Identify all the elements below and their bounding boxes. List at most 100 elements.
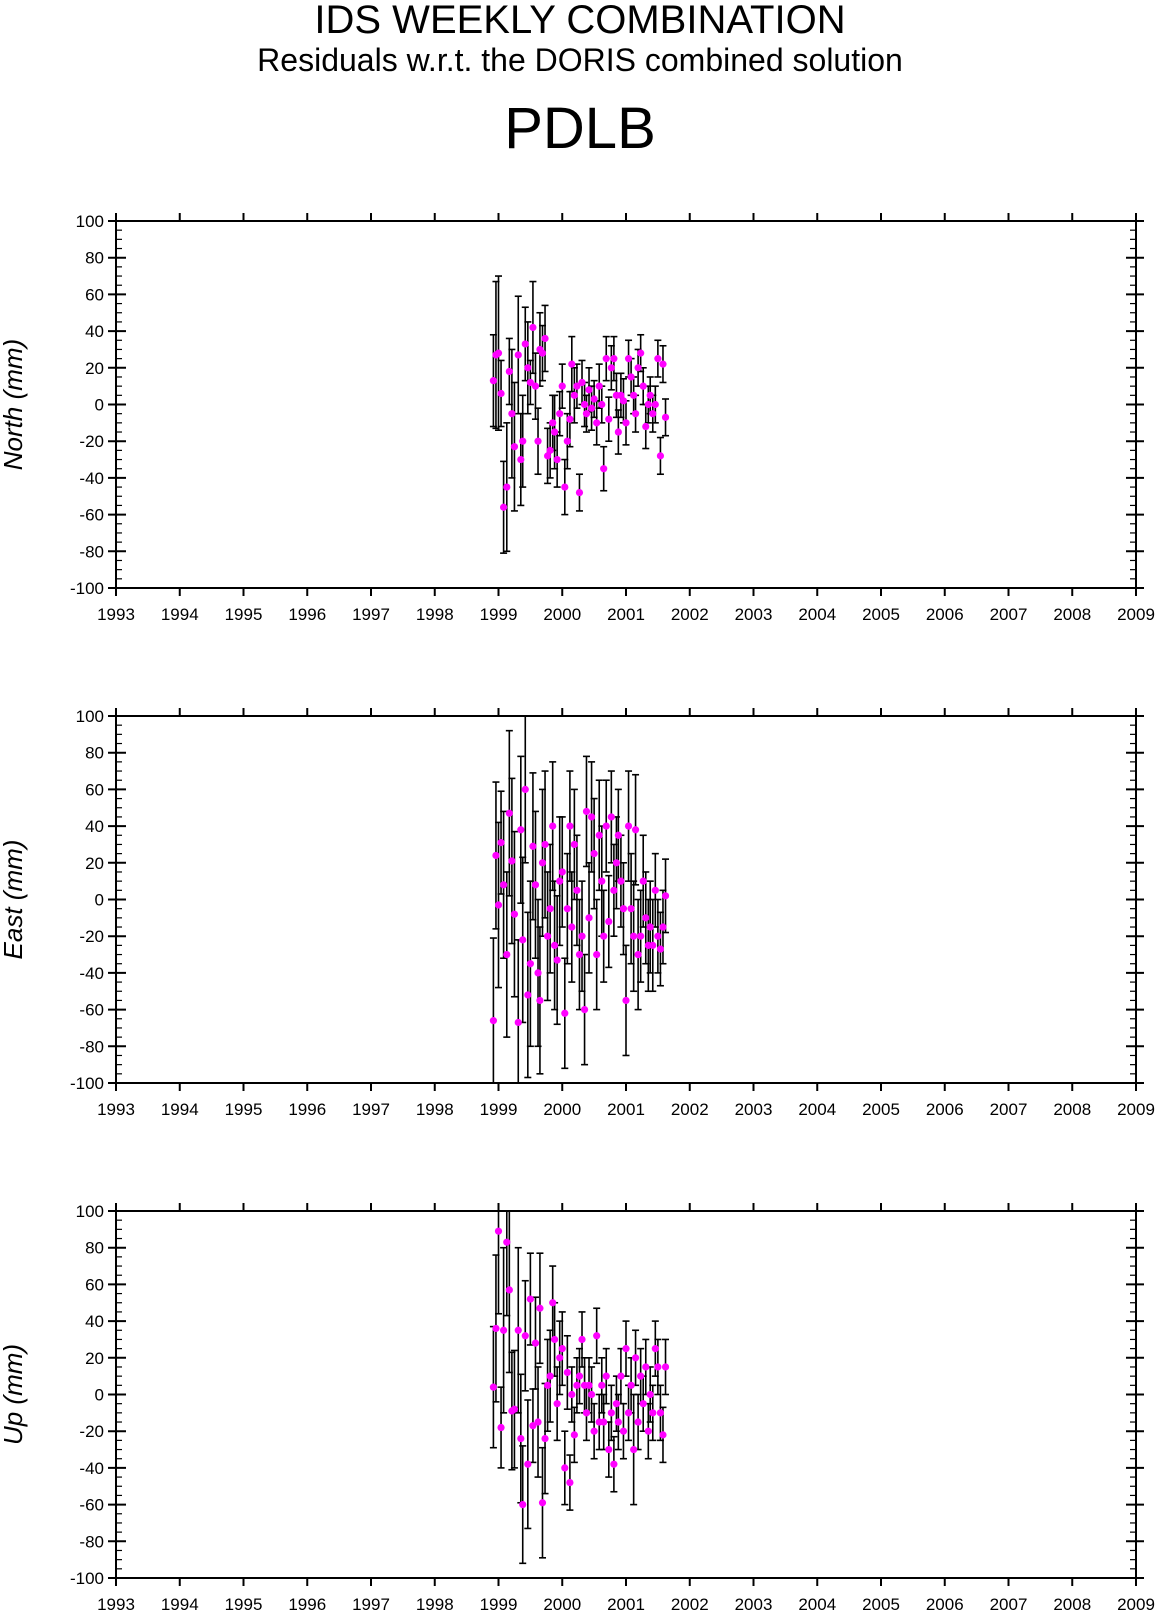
data-point [524,991,532,999]
data-point [610,355,618,363]
data-point [627,1381,635,1389]
y-tick-label: 60 [85,780,104,799]
x-tick-label: 1998 [416,605,454,624]
data-point [510,1405,519,1413]
data-point [627,373,635,381]
data-point [566,822,574,830]
data-point [538,859,547,867]
data-point [531,881,540,889]
data-point [602,1372,610,1380]
x-tick-label: 1997 [352,1100,390,1119]
x-tick-label: 2008 [1053,1595,1091,1614]
data-point [630,1445,638,1454]
x-tick-label: 1999 [480,605,518,624]
data-point [529,842,537,850]
x-tick-label: 1996 [288,1100,326,1119]
data-point [489,377,497,385]
data-point [598,1381,606,1389]
data-point [580,400,589,409]
y-tick-label: 40 [85,322,104,341]
x-tick-label: 2009 [1117,605,1155,624]
data-point [605,917,613,926]
x-tick-label: 2007 [990,1100,1028,1119]
data-point [558,382,566,390]
data-point [646,923,654,931]
data-point [642,914,650,922]
data-point [656,945,665,953]
data-point [646,391,654,399]
data-point [582,410,591,418]
data-point [639,382,647,390]
data-point [497,389,505,398]
data-point [587,1390,596,1399]
x-tick-label: 2002 [671,1595,709,1614]
x-tick-label: 2006 [926,1100,964,1119]
data-point [526,378,534,387]
x-tick-label: 2001 [607,1595,645,1614]
data-point [656,1409,665,1417]
data-point [531,382,540,390]
data-point [534,437,542,445]
data-point [580,1006,589,1014]
data-point [578,378,586,387]
x-tick-label: 2006 [926,605,964,624]
data-point [526,960,534,968]
data-point [659,360,667,368]
data-point [593,1332,601,1340]
data-point [624,1409,633,1417]
data-point [556,1354,564,1362]
data-point [617,1372,625,1380]
data-point [543,452,552,460]
data-point [551,1335,559,1344]
data-point [630,932,638,940]
x-tick-label: 2002 [671,605,709,624]
x-tick-label: 2009 [1117,1100,1155,1119]
data-point [637,932,645,940]
y-tick-label: 100 [76,212,104,231]
data-point [521,340,529,348]
data-point [553,1400,561,1408]
x-tick-label: 2009 [1117,1595,1155,1614]
data-point [494,349,503,357]
x-tick-label: 1993 [97,1595,135,1614]
data-point [649,410,657,418]
data-point [644,1427,652,1435]
data-point [617,877,625,885]
data-point [578,932,586,940]
x-tick-label: 2004 [798,605,836,624]
data-point [543,932,552,940]
data-point [593,950,601,959]
data-point [505,809,513,817]
data-point [492,851,500,860]
data-point [534,1418,542,1426]
data-point [646,1390,654,1399]
data-point [614,1418,622,1426]
x-tick-label: 2001 [607,1100,645,1119]
data-point [575,1372,584,1380]
data-point [598,400,606,409]
data-point [582,1409,591,1417]
data-point [505,367,513,376]
data-point [659,1431,667,1439]
chart-subtitle: Residuals w.r.t. the DORIS combined solu… [257,42,903,78]
y-tick-label: 80 [85,744,104,763]
data-point [519,936,527,944]
data-point [573,1381,581,1389]
data-point [637,1372,645,1380]
x-tick-label: 1993 [97,1100,135,1119]
data-point [500,1326,508,1334]
x-tick-label: 2008 [1053,605,1091,624]
data-point [654,1363,662,1371]
data-point [607,364,615,372]
data-point [659,923,667,931]
y-tick-label: 20 [85,854,104,873]
data-point [561,483,569,491]
y-tick-label: -60 [79,506,104,525]
data-point [602,355,610,363]
y-tick-label: 0 [95,891,104,910]
panel-east: 1993 1994 1995 1996 1997 1998 1999 2000 2001 2002… [0,707,1155,1119]
data-point [561,1464,569,1472]
data-point [600,932,608,940]
data-point [624,355,633,363]
data-point [630,391,638,399]
